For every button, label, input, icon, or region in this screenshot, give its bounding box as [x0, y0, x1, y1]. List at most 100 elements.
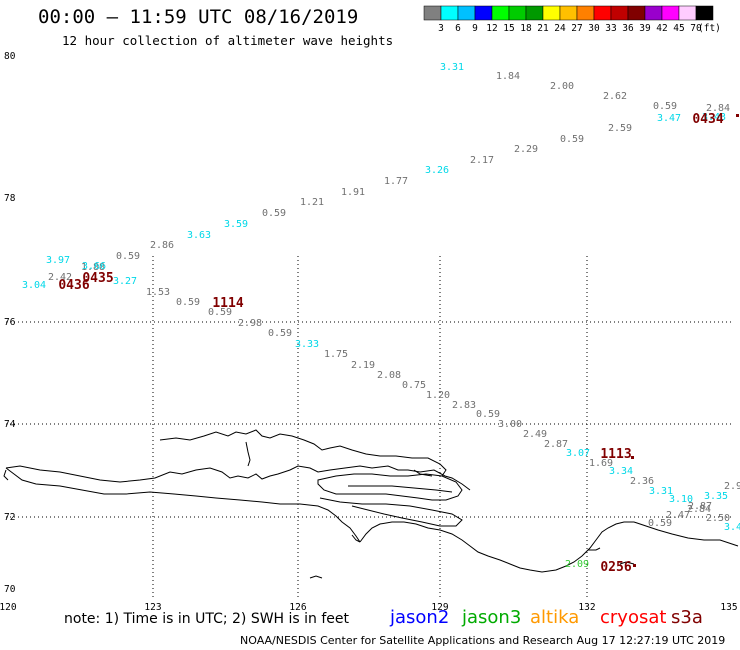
swh-value: 3.4: [724, 522, 740, 533]
swh-value: 3.97: [46, 255, 70, 266]
swh-value: 2.50: [706, 513, 730, 524]
swh-value: 3.59: [224, 219, 248, 230]
footer-note: note: 1) Time is in UTC; 2) SWH is in fe…: [64, 611, 350, 627]
swh-value: 3.04: [22, 280, 46, 291]
swh-value: 3.66: [82, 261, 106, 272]
swh-value: 2.17: [470, 155, 494, 166]
swh-value: 2.29: [514, 144, 538, 155]
color-scale-swatch: [423, 5, 442, 21]
longitude-label: 123: [144, 602, 161, 613]
color-scale-tick: 12: [486, 23, 497, 34]
track-marker: [633, 564, 636, 567]
swh-value: 2.36: [630, 476, 654, 487]
swh-value: 0.59: [262, 208, 286, 219]
color-scale-swatch: [576, 5, 595, 21]
swh-value: 2.87: [544, 439, 568, 450]
swh-value: 1.69: [589, 458, 613, 469]
swh-value: 1.53: [146, 287, 170, 298]
swh-value: 0.75: [402, 380, 426, 391]
latitude-label: 76: [4, 317, 16, 328]
map-title: 00:00 – 11:59 UTC 08/16/2019: [38, 6, 359, 28]
satellite-legend-item: jason3: [462, 607, 522, 628]
swh-value: 2.49: [523, 429, 547, 440]
wave-height-labels: 3.31 1.84 2.00 2.62 0.59 2.84 3.47 3.43 2.59 0.59…: [22, 62, 740, 570]
swh-value: 3.07: [566, 448, 590, 459]
swh-value: 1.21: [300, 197, 324, 208]
swh-value: 3.33: [295, 339, 319, 350]
latitude-label: 74: [4, 419, 16, 430]
color-scale-swatch: [678, 5, 697, 21]
color-scale-swatch: [661, 5, 680, 21]
pass-time: 1114: [212, 296, 243, 311]
swh-value: 3.35: [704, 491, 728, 502]
color-scale-tick: 24: [554, 23, 566, 34]
color-scale-tick: 9: [472, 23, 478, 34]
color-scale-swatch: [593, 5, 612, 21]
color-scale-tick: 27: [571, 23, 582, 34]
longitude-label: 132: [578, 602, 595, 613]
swh-value: 2.47: [666, 510, 690, 521]
color-scale-swatch: [695, 5, 714, 21]
swh-value: 2.19: [351, 360, 375, 371]
swh-value: 3.27: [113, 276, 137, 287]
longitude-label: 129: [431, 602, 448, 613]
swh-value: 2.09: [565, 559, 589, 570]
longitude-label: 135: [720, 602, 737, 613]
color-scale-swatch: [440, 5, 459, 21]
lat-lon-grid: 120 123 126 129 132 135 80 78 76 74 72 70: [0, 51, 738, 613]
latitude-label: 78: [4, 193, 16, 204]
swh-value: 0.59: [116, 251, 140, 262]
swh-value: 3.26: [425, 165, 449, 176]
swh-value: 1.75: [324, 349, 348, 360]
swh-value: 0.59: [653, 101, 677, 112]
color-scale-tick: 39: [639, 23, 651, 34]
swh-value: 2.84: [687, 504, 711, 515]
swh-value: 2.9: [724, 481, 740, 492]
color-scale-tick: 36: [622, 23, 634, 34]
color-scale-swatch: [627, 5, 646, 21]
longitude-label: 120: [0, 602, 17, 613]
swh-value: 2.08: [377, 370, 401, 381]
color-scale-tick: 18: [520, 23, 532, 34]
swh-value: 2.42: [48, 272, 72, 283]
color-scale-unit: (ft): [698, 23, 721, 34]
satellite-legend-item: s3a: [671, 607, 703, 628]
footer-credit: NOAA/NESDIS Center for Satellite Applica…: [240, 634, 726, 647]
color-scale-tick: 33: [605, 23, 616, 34]
latitude-label: 80: [4, 51, 16, 62]
color-scale-legend: 3 6 9 12 15 18 21 24 27 30 33 36 39 42 45 70(ft): [423, 5, 721, 34]
swh-value: 2.59: [608, 123, 632, 134]
pass-time: 1113: [600, 447, 631, 462]
swh-value: 3.31: [440, 62, 464, 73]
swh-value: 2.83: [452, 400, 476, 411]
swh-value: 2.00: [550, 81, 574, 92]
swh-value: 0.59: [648, 518, 672, 529]
latitude-label: 70: [4, 584, 16, 595]
swh-value: 3.00: [498, 419, 522, 430]
color-scale-swatch: [644, 5, 663, 21]
satellite-legend-item: cryosat: [600, 607, 667, 628]
color-scale-tick: 45: [673, 23, 684, 34]
color-scale-swatch: [457, 5, 476, 21]
pass-time: 0436: [58, 278, 89, 293]
swh-value: 2.98: [238, 318, 262, 329]
swh-value: 3.47: [657, 113, 681, 124]
color-scale-swatch: [525, 5, 544, 21]
track-marker: [631, 456, 634, 459]
color-scale-tick: 3: [438, 23, 444, 34]
color-scale-swatch: [491, 5, 510, 21]
color-scale-swatch: [610, 5, 629, 21]
swh-value: 3.34: [609, 466, 633, 477]
swh-value: 3.43: [702, 112, 726, 123]
swh-value: 0.59: [560, 134, 584, 145]
swh-value: 0.59: [476, 409, 500, 420]
pass-time: 0434: [692, 112, 723, 127]
swh-value: 0.59: [268, 328, 292, 339]
swh-value: 0.59: [208, 307, 232, 318]
track-marker: [736, 114, 739, 117]
pass-time: 0256: [600, 560, 631, 575]
swh-value: 3.31: [649, 486, 673, 497]
swh-value: 2.62: [603, 91, 627, 102]
